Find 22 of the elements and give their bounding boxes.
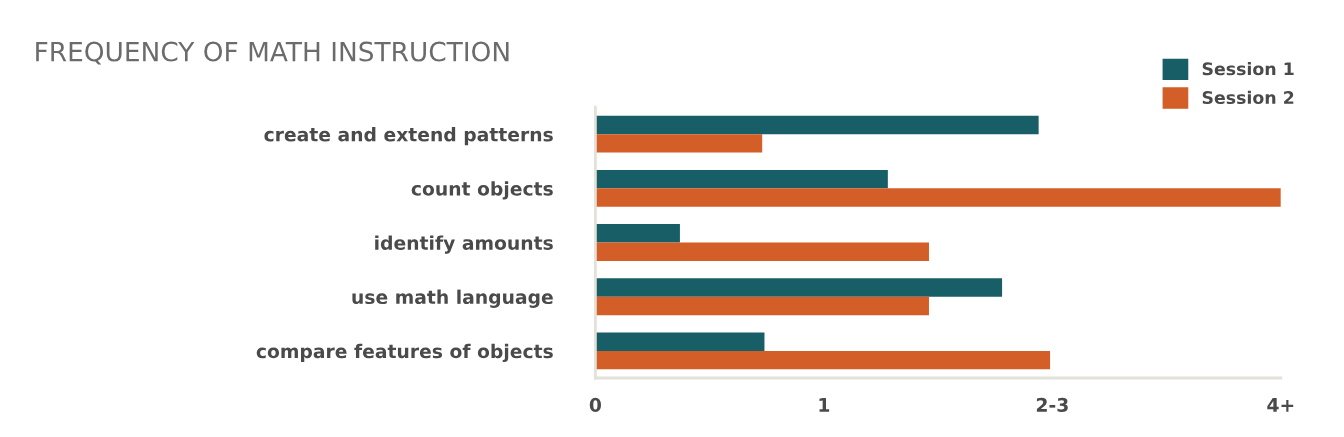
bar — [595, 188, 1281, 207]
bar — [595, 296, 929, 316]
y-tick-label: identify amounts — [375, 235, 553, 254]
legend-label: Session 1 — [1202, 61, 1294, 76]
bar — [595, 278, 1003, 297]
y-tick-label: create and extend patterns — [264, 127, 553, 146]
legend-label: Session 2 — [1202, 90, 1294, 105]
y-tick-label: compare features of objects — [256, 343, 553, 363]
bar — [595, 332, 765, 351]
x-tick-label: 2-3 — [1036, 397, 1068, 412]
y-tick-label: count objects — [411, 181, 553, 200]
x-tick-label: 0 — [589, 397, 602, 412]
bar — [595, 115, 1039, 135]
y-tick-label: use math language — [352, 289, 553, 308]
x-tick-label: 1 — [819, 398, 830, 412]
x-tick-label: 4+ — [1267, 398, 1294, 412]
text: FREQUENCY OF MATH INSTRUCTION — [36, 41, 509, 65]
bar — [595, 224, 680, 243]
bar — [595, 169, 888, 189]
bar — [595, 134, 763, 153]
bar — [595, 242, 929, 261]
bar — [595, 350, 1051, 370]
